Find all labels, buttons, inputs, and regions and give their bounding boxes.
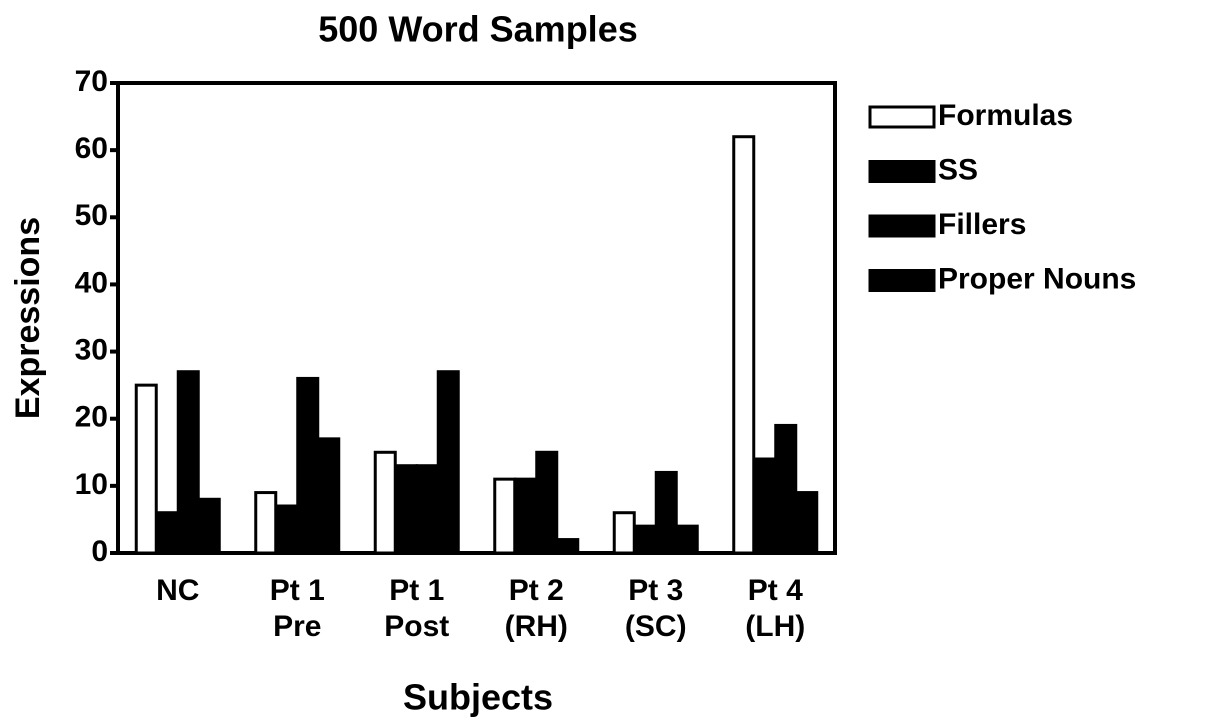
x-tick-label: Pt 1 Pre xyxy=(270,574,325,643)
legend-label: Fillers xyxy=(938,208,1026,241)
x-tick-label: Pt 4 (LH) xyxy=(745,574,805,643)
bar xyxy=(394,464,418,555)
chart-title: 500 Word Samples xyxy=(318,9,637,50)
y-tick-label: 50 xyxy=(75,199,108,232)
legend-label: Formulas xyxy=(938,99,1073,132)
y-tick-label: 40 xyxy=(75,266,108,299)
bar xyxy=(197,497,221,555)
legend-swatch xyxy=(868,214,936,238)
legend-swatch xyxy=(868,269,936,292)
y-tick-label: 60 xyxy=(75,132,108,165)
plot-frame xyxy=(116,81,837,555)
bar xyxy=(155,511,179,555)
bar xyxy=(493,477,517,555)
bar xyxy=(795,491,819,555)
bar xyxy=(415,464,439,555)
bar xyxy=(514,477,538,555)
bar xyxy=(675,524,699,555)
legend-label: Proper Nouns xyxy=(938,262,1136,295)
y-tick-label: 0 xyxy=(91,535,108,568)
x-tick-label: Pt 2 (RH) xyxy=(505,574,568,643)
y-axis-label: Expressions xyxy=(9,217,47,419)
bar xyxy=(254,491,278,555)
y-tick-label: 10 xyxy=(75,468,108,501)
bar xyxy=(612,511,636,555)
x-tick-label: NC xyxy=(156,574,199,607)
bar xyxy=(535,450,559,555)
x-axis-label: Subjects xyxy=(403,677,553,718)
legend-swatch xyxy=(868,105,936,129)
x-tick-label: Pt 3 (SC) xyxy=(625,574,687,643)
bar xyxy=(436,370,460,555)
bar xyxy=(654,470,678,555)
y-tick-label: 70 xyxy=(75,65,108,98)
bar xyxy=(633,524,657,555)
y-tick-label: 30 xyxy=(75,333,108,366)
bar xyxy=(134,383,158,555)
legend-swatch xyxy=(868,160,936,183)
bar xyxy=(296,376,320,555)
bar xyxy=(556,538,580,555)
legend-label: SS xyxy=(938,153,978,186)
bar xyxy=(774,423,798,555)
bar xyxy=(753,457,777,555)
y-tick-label: 20 xyxy=(75,401,108,434)
bar xyxy=(732,135,756,555)
bar xyxy=(373,450,397,555)
x-tick-label: Pt 1 Post xyxy=(384,574,449,643)
bar xyxy=(275,504,299,555)
bar xyxy=(317,437,341,555)
bar xyxy=(176,370,200,555)
